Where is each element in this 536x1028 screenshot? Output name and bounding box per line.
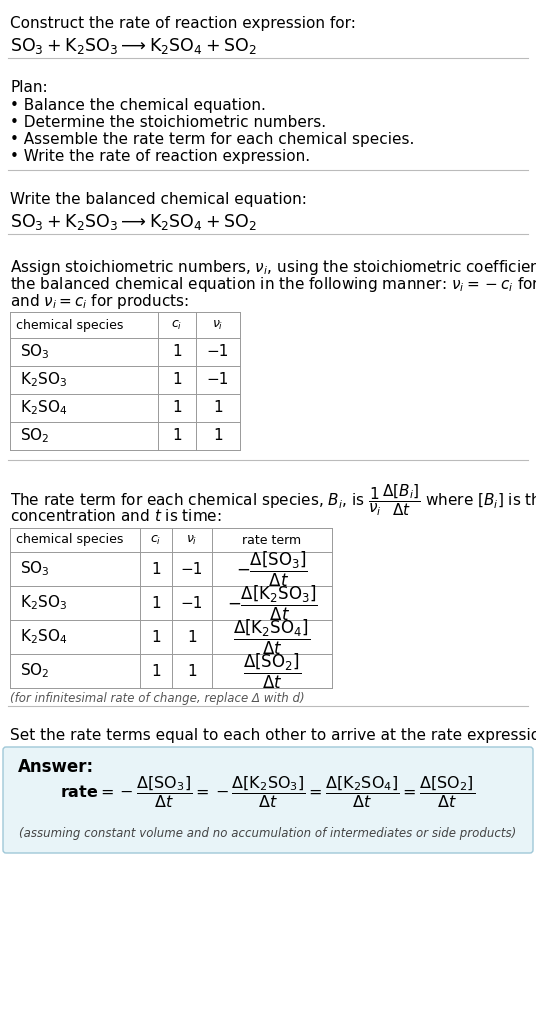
- Text: 1: 1: [151, 595, 161, 611]
- Text: K$_2$SO$_4$: K$_2$SO$_4$: [20, 399, 68, 417]
- Text: concentration and $t$ is time:: concentration and $t$ is time:: [10, 508, 222, 524]
- FancyBboxPatch shape: [3, 747, 533, 853]
- Text: (for infinitesimal rate of change, replace Δ with d): (for infinitesimal rate of change, repla…: [10, 692, 304, 705]
- Text: 1: 1: [187, 663, 197, 678]
- Text: −1: −1: [207, 344, 229, 360]
- Text: $-\dfrac{\Delta[\mathrm{K_2SO_3}]}{\Delta t}$: $-\dfrac{\Delta[\mathrm{K_2SO_3}]}{\Delt…: [227, 584, 317, 623]
- Text: Construct the rate of reaction expression for:: Construct the rate of reaction expressio…: [10, 16, 356, 31]
- Text: • Assemble the rate term for each chemical species.: • Assemble the rate term for each chemic…: [10, 132, 414, 147]
- Text: 1: 1: [187, 629, 197, 645]
- Text: 1: 1: [213, 401, 223, 415]
- Text: −1: −1: [181, 595, 203, 611]
- Text: Write the balanced chemical equation:: Write the balanced chemical equation:: [10, 192, 307, 207]
- Text: Answer:: Answer:: [18, 758, 94, 776]
- Text: 1: 1: [151, 561, 161, 577]
- Text: $\mathrm{SO_3 + K_2SO_3 \longrightarrow K_2SO_4 + SO_2}$: $\mathrm{SO_3 + K_2SO_3 \longrightarrow …: [10, 212, 257, 232]
- Text: • Balance the chemical equation.: • Balance the chemical equation.: [10, 98, 266, 113]
- Text: $c_i$: $c_i$: [172, 319, 183, 332]
- Text: • Determine the stoichiometric numbers.: • Determine the stoichiometric numbers.: [10, 115, 326, 130]
- Text: 1: 1: [172, 401, 182, 415]
- Text: $\mathrm{SO_3 + K_2SO_3 \longrightarrow K_2SO_4 + SO_2}$: $\mathrm{SO_3 + K_2SO_3 \longrightarrow …: [10, 36, 257, 56]
- Text: $\nu_i$: $\nu_i$: [212, 319, 224, 332]
- Text: $-\dfrac{\Delta[\mathrm{SO_3}]}{\Delta t}$: $-\dfrac{\Delta[\mathrm{SO_3}]}{\Delta t…: [236, 549, 308, 589]
- Text: $\mathbf{rate} = -\dfrac{\Delta[\mathrm{SO_3}]}{\Delta t} = -\dfrac{\Delta[\math: $\mathbf{rate} = -\dfrac{\Delta[\mathrm{…: [61, 774, 475, 810]
- Text: 1: 1: [172, 429, 182, 443]
- Text: SO$_3$: SO$_3$: [20, 342, 50, 362]
- Text: rate term: rate term: [242, 534, 302, 547]
- Text: K$_2$SO$_3$: K$_2$SO$_3$: [20, 371, 67, 390]
- Text: chemical species: chemical species: [16, 319, 123, 331]
- Text: $\dfrac{\Delta[\mathrm{SO_2}]}{\Delta t}$: $\dfrac{\Delta[\mathrm{SO_2}]}{\Delta t}…: [243, 652, 301, 691]
- Text: K$_2$SO$_4$: K$_2$SO$_4$: [20, 628, 68, 647]
- Text: SO$_2$: SO$_2$: [20, 662, 49, 681]
- Text: Assign stoichiometric numbers, $\nu_i$, using the stoichiometric coefficients, $: Assign stoichiometric numbers, $\nu_i$, …: [10, 258, 536, 277]
- Text: $\nu_i$: $\nu_i$: [187, 534, 198, 547]
- Text: chemical species: chemical species: [16, 534, 123, 547]
- Text: 1: 1: [172, 372, 182, 388]
- Text: SO$_2$: SO$_2$: [20, 427, 49, 445]
- Text: 1: 1: [172, 344, 182, 360]
- Text: • Write the rate of reaction expression.: • Write the rate of reaction expression.: [10, 149, 310, 164]
- Text: 1: 1: [213, 429, 223, 443]
- Text: $\dfrac{\Delta[\mathrm{K_2SO_4}]}{\Delta t}$: $\dfrac{\Delta[\mathrm{K_2SO_4}]}{\Delta…: [234, 618, 310, 657]
- Text: the balanced chemical equation in the following manner: $\nu_i = -c_i$ for react: the balanced chemical equation in the fo…: [10, 276, 536, 294]
- Text: and $\nu_i = c_i$ for products:: and $\nu_i = c_i$ for products:: [10, 292, 189, 311]
- Text: 1: 1: [151, 663, 161, 678]
- Text: −1: −1: [207, 372, 229, 388]
- Text: Plan:: Plan:: [10, 80, 48, 95]
- Text: −1: −1: [181, 561, 203, 577]
- Text: K$_2$SO$_3$: K$_2$SO$_3$: [20, 593, 67, 613]
- Text: The rate term for each chemical species, $B_i$, is $\dfrac{1}{\nu_i}\dfrac{\Delt: The rate term for each chemical species,…: [10, 482, 536, 518]
- Text: (assuming constant volume and no accumulation of intermediates or side products): (assuming constant volume and no accumul…: [19, 827, 517, 840]
- Text: Set the rate terms equal to each other to arrive at the rate expression:: Set the rate terms equal to each other t…: [10, 728, 536, 743]
- Text: SO$_3$: SO$_3$: [20, 559, 50, 579]
- Text: 1: 1: [151, 629, 161, 645]
- Text: $c_i$: $c_i$: [151, 534, 162, 547]
